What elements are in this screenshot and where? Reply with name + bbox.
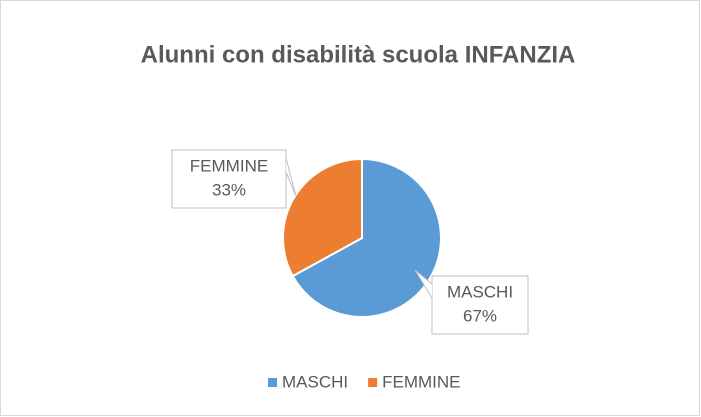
legend-marker — [268, 378, 277, 387]
legend-marker — [368, 378, 378, 387]
data-label-box — [171, 149, 287, 209]
data-label-pointer — [414, 269, 433, 299]
data-label-category: FEMMINE — [190, 156, 268, 175]
pie-slice — [291, 157, 442, 318]
data-label-pointer — [285, 157, 297, 197]
data-label-value: 67% — [463, 306, 497, 325]
data-label-value: 33% — [212, 180, 246, 199]
data-label-category: MASCHI — [447, 282, 513, 301]
chart-title: Alunni con disabilità scuola INFANZIA — [141, 41, 576, 68]
data-label-box — [431, 275, 529, 335]
legend-label: MASCHI — [282, 372, 348, 391]
legend-label: FEMMINE — [382, 372, 460, 391]
pie-slice — [282, 157, 363, 278]
